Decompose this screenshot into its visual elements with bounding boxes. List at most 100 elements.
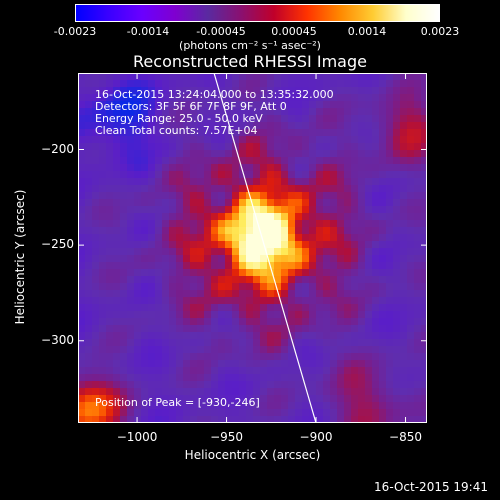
heatmap-cell	[260, 402, 267, 409]
heatmap-cell	[407, 143, 414, 150]
heatmap-cell	[351, 416, 358, 423]
heatmap-cell	[232, 311, 239, 318]
heatmap-cell	[85, 388, 92, 395]
heatmap-cell	[358, 143, 365, 150]
heatmap-cell	[358, 255, 365, 262]
heatmap-cell	[267, 241, 274, 248]
heatmap-cell	[190, 199, 197, 206]
heatmap-cell	[274, 381, 281, 388]
heatmap-cell	[78, 227, 85, 234]
heatmap-cell	[274, 164, 281, 171]
heatmap-cell	[351, 129, 358, 136]
heatmap-cell	[407, 262, 414, 269]
heatmap-cell	[379, 150, 386, 157]
heatmap-cell	[323, 283, 330, 290]
heatmap-cell	[239, 122, 246, 129]
heatmap-cell	[372, 178, 379, 185]
heatmap-cell	[92, 108, 99, 115]
heatmap-cell	[393, 185, 400, 192]
heatmap-cell	[148, 325, 155, 332]
heatmap-cell	[169, 129, 176, 136]
heatmap-cell	[365, 290, 372, 297]
heatmap-cell	[323, 269, 330, 276]
heatmap-cell	[400, 94, 407, 101]
heatmap-cell	[85, 199, 92, 206]
heatmap-cell	[358, 73, 365, 80]
heatmap-cell	[92, 388, 99, 395]
heatmap-cell	[225, 311, 232, 318]
heatmap-cell	[323, 416, 330, 423]
heatmap-cell	[113, 129, 120, 136]
heatmap-cell	[260, 290, 267, 297]
heatmap-cell	[295, 157, 302, 164]
heatmap-cell	[113, 346, 120, 353]
heatmap-cell	[169, 353, 176, 360]
heatmap-cell	[169, 346, 176, 353]
heatmap-cell	[267, 122, 274, 129]
heatmap-cell	[218, 346, 225, 353]
heatmap-cell	[176, 199, 183, 206]
heatmap-cell	[295, 346, 302, 353]
heatmap-cell	[92, 262, 99, 269]
heatmap-cell	[176, 283, 183, 290]
heatmap-cell	[372, 136, 379, 143]
heatmap-cell	[302, 108, 309, 115]
heatmap-cell	[204, 220, 211, 227]
heatmap-cell	[330, 304, 337, 311]
heatmap-cell	[260, 227, 267, 234]
heatmap-cell	[176, 297, 183, 304]
heatmap-cell	[302, 143, 309, 150]
heatmap-cell	[316, 178, 323, 185]
heatmap-cell	[421, 339, 427, 346]
heatmap-cell	[113, 80, 120, 87]
heatmap-cell	[421, 101, 427, 108]
heatmap-cell	[162, 255, 169, 262]
heatmap-cell	[309, 255, 316, 262]
heatmap-cell	[134, 241, 141, 248]
heatmap-cell	[106, 129, 113, 136]
heatmap-cell	[386, 283, 393, 290]
heatmap-cell	[85, 122, 92, 129]
heatmap-cell	[134, 332, 141, 339]
heatmap-cell	[176, 164, 183, 171]
heatmap-cell	[148, 395, 155, 402]
heatmap-cell	[92, 255, 99, 262]
heatmap-cell	[197, 94, 204, 101]
heatmap-cell	[295, 122, 302, 129]
heatmap-cell	[113, 318, 120, 325]
heatmap-cell	[407, 73, 414, 80]
heatmap-cell	[267, 213, 274, 220]
heatmap-cell	[106, 388, 113, 395]
heatmap-cell	[365, 171, 372, 178]
heatmap-cell	[211, 136, 218, 143]
heatmap-cell	[134, 248, 141, 255]
heatmap-cell	[337, 325, 344, 332]
heatmap-cell	[260, 171, 267, 178]
heatmap-cell	[211, 157, 218, 164]
heatmap-cell	[337, 192, 344, 199]
heatmap-cell	[155, 332, 162, 339]
heatmap-cell	[85, 164, 92, 171]
heatmap-cell	[288, 213, 295, 220]
heatmap-cell	[393, 192, 400, 199]
heatmap-cell	[393, 332, 400, 339]
heatmap-cell	[421, 150, 427, 157]
heatmap-cell	[337, 206, 344, 213]
heatmap-cell	[239, 255, 246, 262]
heatmap-cell	[99, 367, 106, 374]
heatmap-cell	[211, 248, 218, 255]
heatmap-cell	[190, 178, 197, 185]
heatmap-cell	[400, 171, 407, 178]
heatmap-cell	[197, 129, 204, 136]
heatmap-cell	[183, 164, 190, 171]
heatmap-cell	[316, 318, 323, 325]
heatmap-cell	[78, 388, 85, 395]
plot-area	[78, 73, 427, 423]
heatmap-cell	[176, 220, 183, 227]
heatmap-cell	[148, 276, 155, 283]
heatmap-cell	[127, 73, 134, 80]
heatmap-cell	[400, 374, 407, 381]
heatmap-cell	[106, 122, 113, 129]
heatmap-cell	[260, 388, 267, 395]
heatmap-cell	[267, 164, 274, 171]
